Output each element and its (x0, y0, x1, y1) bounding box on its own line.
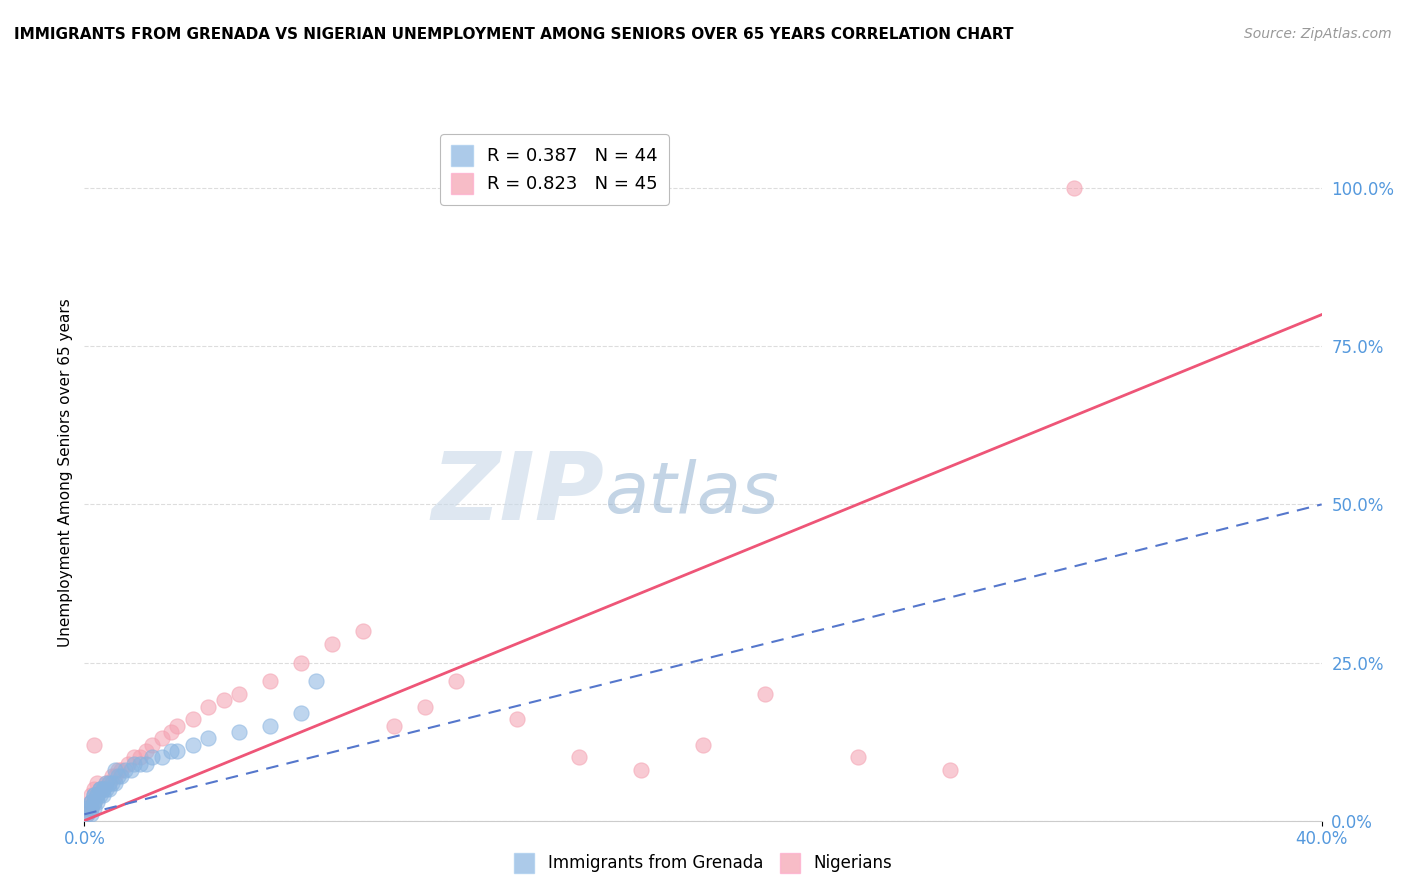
Point (107, 769, 129, 783)
Point (91, 789, 114, 803)
Point (120, 763, 142, 777)
Point (101, 775, 124, 789)
Point (259, 719, 281, 733)
Y-axis label: Unemployment Among Seniors over 65 years: Unemployment Among Seniors over 65 years (58, 299, 73, 647)
Point (135, 756, 157, 771)
Point (76, 807, 98, 822)
Point (114, 763, 136, 777)
Point (122, 756, 145, 771)
Point (166, 719, 188, 733)
Point (79, 807, 101, 822)
Point (76, 807, 98, 822)
Point (79, 795, 101, 809)
Point (94, 775, 117, 789)
Point (135, 744, 157, 758)
Point (89, 782, 111, 797)
Point (83, 782, 105, 797)
Point (83, 795, 105, 809)
Point (83, 738, 105, 752)
Point (83, 795, 105, 809)
Point (150, 750, 173, 764)
Point (1063, 181, 1085, 195)
Point (321, 636, 343, 650)
Point (86, 789, 108, 803)
Point (506, 713, 529, 727)
Point (150, 731, 173, 746)
Point (98, 775, 121, 789)
Point (76, 801, 98, 815)
Point (86, 789, 108, 803)
Point (89, 789, 111, 803)
Point (110, 769, 132, 783)
Point (630, 763, 652, 777)
Point (104, 769, 127, 783)
Point (160, 725, 183, 739)
Point (352, 624, 374, 638)
Text: atlas: atlas (605, 459, 779, 528)
Point (79, 795, 101, 809)
Point (86, 789, 108, 803)
Point (79, 801, 101, 815)
Point (104, 763, 127, 777)
Point (692, 738, 714, 752)
Point (444, 674, 467, 689)
Text: Source: ZipAtlas.com: Source: ZipAtlas.com (1244, 27, 1392, 41)
Point (83, 789, 105, 803)
Point (754, 687, 776, 701)
Point (228, 725, 250, 739)
Point (568, 750, 591, 764)
Point (94, 782, 117, 797)
Point (104, 775, 127, 789)
Point (89, 782, 111, 797)
Point (76, 801, 98, 815)
Point (79, 801, 101, 815)
Point (413, 699, 436, 714)
Point (79, 795, 101, 809)
Point (117, 756, 139, 771)
Point (290, 656, 312, 670)
Point (212, 693, 235, 707)
Point (86, 775, 108, 789)
Point (166, 744, 188, 758)
Point (259, 674, 281, 689)
Point (107, 763, 129, 777)
Point (129, 756, 152, 771)
Point (181, 713, 204, 727)
Point (86, 795, 108, 809)
Point (98, 782, 121, 797)
Text: ZIP: ZIP (432, 448, 605, 540)
Point (83, 801, 105, 815)
Legend: Immigrants from Grenada, Nigerians: Immigrants from Grenada, Nigerians (508, 847, 898, 880)
Point (228, 687, 250, 701)
Point (83, 795, 105, 809)
Point (382, 719, 405, 733)
Point (101, 769, 124, 783)
Point (83, 789, 105, 803)
Point (939, 763, 962, 777)
Point (110, 763, 132, 777)
Text: IMMIGRANTS FROM GRENADA VS NIGERIAN UNEMPLOYMENT AMONG SENIORS OVER 65 YEARS COR: IMMIGRANTS FROM GRENADA VS NIGERIAN UNEM… (14, 27, 1014, 42)
Point (94, 775, 117, 789)
Point (129, 750, 152, 764)
Point (197, 731, 219, 746)
Point (89, 782, 111, 797)
Point (122, 750, 145, 764)
Point (181, 738, 204, 752)
Point (290, 706, 312, 720)
Point (305, 674, 328, 689)
Point (79, 789, 101, 803)
Point (91, 782, 114, 797)
Point (91, 782, 114, 797)
Point (91, 782, 114, 797)
Point (160, 744, 183, 758)
Point (141, 750, 163, 764)
Point (98, 775, 121, 789)
Point (846, 750, 869, 764)
Point (197, 699, 219, 714)
Point (141, 738, 163, 752)
Legend: R = 0.387   N = 44, R = 0.823   N = 45: R = 0.387 N = 44, R = 0.823 N = 45 (440, 134, 669, 204)
